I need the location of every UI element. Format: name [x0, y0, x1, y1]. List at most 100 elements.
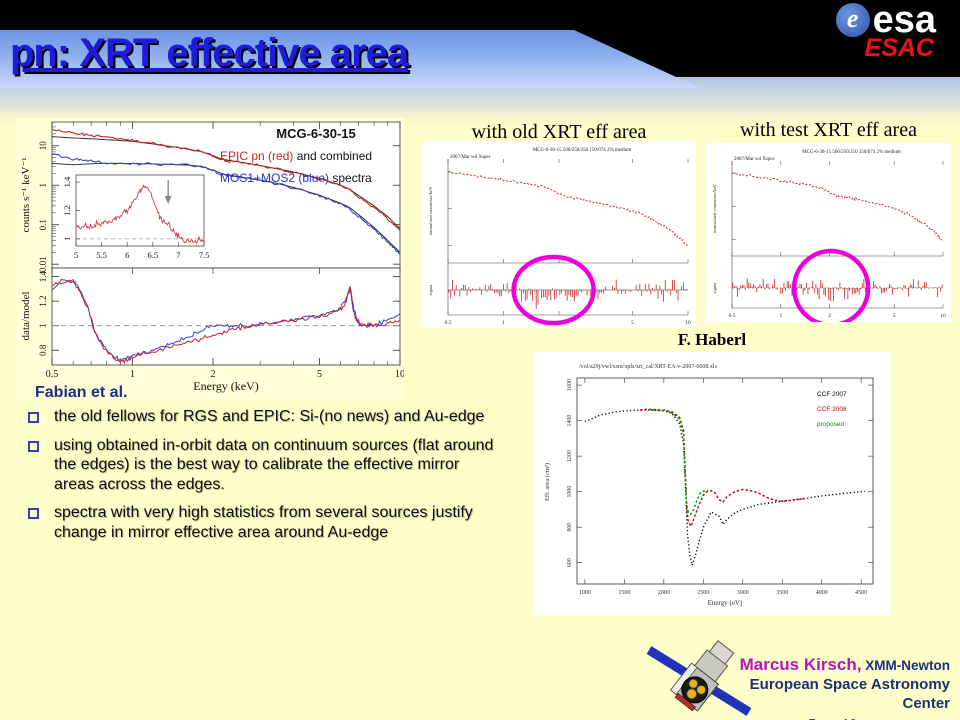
- svg-text:MCG-6-30-15 500/250/250 150/: MCG-6-30-15 500/250/250 150/074 2% mediu…: [533, 148, 632, 153]
- old-xrt-svg: MCG-6-30-15 500/250/250 150/074 2% mediu…: [428, 148, 691, 326]
- svg-text:normalized counts/sec/keV: normalized counts/sec/keV: [712, 183, 717, 233]
- svg-text:Eff. area (cm²): Eff. area (cm²): [544, 463, 551, 501]
- svg-text:MOS1+MOS2 (blue) spectra: MOS1+MOS2 (blue) spectra: [220, 171, 372, 185]
- svg-text:CCF 2008: CCF 2008: [817, 406, 847, 413]
- square-bullet-icon: [28, 440, 39, 452]
- svg-text:1: 1: [38, 323, 48, 328]
- haberl-svg: /vol/a29j/vwl/xsm/xpls/xrt_cal/XRT-EA-v-…: [544, 364, 874, 607]
- svg-text:MCG-6-30-15 500/250/250 150/: MCG-6-30-15 500/250/250 150/074 2% mediu…: [802, 150, 901, 155]
- svg-text:0.5: 0.5: [445, 320, 452, 326]
- square-bullet-icon: [28, 412, 39, 423]
- title-banner: pn: XRT effective area: [0, 30, 700, 88]
- list-item: spectra with very high statistics from s…: [28, 503, 494, 542]
- svg-text:0.5: 0.5: [729, 313, 736, 319]
- esa-logo: e esa ESAC: [835, 0, 936, 62]
- svg-text:4500: 4500: [855, 590, 867, 596]
- svg-text:Fabian et al.: Fabian et al.: [35, 384, 127, 400]
- svg-text:0.5: 0.5: [46, 369, 59, 380]
- svg-text:6: 6: [125, 250, 129, 260]
- svg-text:EPIC pn (red) and combined: EPIC pn (red) and combined: [220, 149, 372, 163]
- svg-text:counts s⁻¹ keV⁻¹: counts s⁻¹ keV⁻¹: [20, 157, 32, 232]
- bullet-text: using obtained in-orbit data on continuu…: [54, 436, 494, 493]
- svg-text:/vol/a29j/vwl/xsm/xpls/xrt_cal: /vol/a29j/vwl/xsm/xpls/xrt_cal/XRT-EA-v-…: [579, 364, 718, 370]
- svg-text:2: 2: [828, 313, 831, 319]
- svg-text:7: 7: [176, 250, 180, 260]
- bullet-text: spectra with very high statistics from s…: [54, 504, 473, 541]
- svg-text:2007/Mar wd Xspec: 2007/Mar wd Xspec: [734, 157, 776, 162]
- svg-text:1000: 1000: [579, 590, 591, 596]
- mission-name: XMM-Newton: [861, 658, 950, 673]
- list-item: the old fellows for RGS and EPIC: Si-(no…: [28, 407, 494, 427]
- svg-text:1.4: 1.4: [62, 176, 72, 187]
- svg-text:2007/Mar wd Xspec: 2007/Mar wd Xspec: [450, 155, 492, 160]
- svg-text:Energy (eV): Energy (eV): [708, 599, 743, 607]
- svg-text:6.5: 6.5: [147, 250, 158, 260]
- svg-text:10: 10: [940, 313, 946, 319]
- svg-text:5.5: 5.5: [96, 250, 107, 260]
- bullet-list: the old fellows for RGS and EPIC: Si-(no…: [28, 407, 494, 551]
- old-xrt-chart-title: with old XRT eff area: [471, 121, 647, 143]
- esa-globe-icon: e: [835, 3, 870, 37]
- svg-text:5: 5: [631, 320, 634, 326]
- svg-text:1: 1: [38, 183, 48, 188]
- svg-text:1: 1: [130, 369, 135, 380]
- svg-text:proposed: proposed: [817, 421, 844, 428]
- xmm-satellite-icon: [646, 640, 752, 716]
- esac-label: ESAC: [864, 34, 934, 62]
- svg-text:0.8: 0.8: [38, 344, 48, 356]
- list-item: using obtained in-orbit data on continuu…: [28, 436, 494, 495]
- fabian-spectrum-figure: 0.5 1 2 5 10 0.01 0.1 1 10 0.8 1 1.2 1.4 5 5.5 6 6.5 7 7.5…: [16, 118, 404, 400]
- svg-text:1200: 1200: [567, 450, 573, 462]
- svg-text:normalized counts/sec/keV: normalized counts/sec/keV: [428, 186, 433, 236]
- svg-text:1: 1: [502, 320, 505, 326]
- svg-text:0.01: 0.01: [38, 256, 48, 272]
- svg-text:600: 600: [567, 558, 573, 567]
- svg-text:5: 5: [74, 250, 78, 260]
- square-bullet-icon: [28, 508, 39, 519]
- test-xrt-svg: MCG-6-30-15 500/250/250 150/074 2% mediu…: [712, 150, 946, 322]
- svg-text:CCF 2007: CCF 2007: [817, 391, 847, 398]
- footer-line-1: Marcus Kirsch, XMM-Newton: [715, 655, 950, 675]
- svg-text:1: 1: [62, 237, 72, 241]
- svg-text:5: 5: [893, 313, 896, 319]
- svg-text:1.4: 1.4: [38, 270, 48, 282]
- svg-text:2000: 2000: [658, 590, 670, 596]
- svg-text:4000: 4000: [816, 590, 828, 596]
- svg-text:3000: 3000: [737, 590, 749, 596]
- old-xrt-figure: MCG-6-30-15 500/250/250 150/074 2% mediu…: [422, 141, 696, 328]
- organization-name: European Space Astronomy Center: [749, 676, 950, 712]
- svg-text:1.2: 1.2: [62, 205, 72, 216]
- svg-text:7.5: 7.5: [199, 250, 210, 260]
- svg-text:MCG-6-30-15: MCG-6-30-15: [276, 126, 355, 141]
- footer-credits: Marcus Kirsch, XMM-Newton European Space…: [715, 655, 950, 720]
- page-number: Page 10: [715, 714, 950, 720]
- svg-text:1400: 1400: [567, 415, 573, 427]
- svg-text:2: 2: [211, 369, 216, 380]
- test-xrt-figure: MCG-6-30-15 500/250/250 150/074 2% mediu…: [706, 143, 951, 322]
- fabian-svg: 0.5 1 2 5 10 0.01 0.1 1 10 0.8 1 1.2 1.4 5 5.5 6 6.5 7 7.5…: [20, 121, 404, 400]
- svg-text:1.2: 1.2: [38, 296, 48, 307]
- svg-text:0.1: 0.1: [38, 219, 48, 230]
- svg-text:sigma: sigma: [712, 283, 717, 294]
- svg-text:10: 10: [685, 320, 691, 326]
- svg-text:1600: 1600: [567, 379, 573, 391]
- svg-text:10: 10: [38, 141, 48, 151]
- svg-text:Energy (keV): Energy (keV): [193, 379, 258, 393]
- svg-text:10: 10: [395, 369, 404, 380]
- bullet-text: the old fellows for RGS and EPIC: Si-(no…: [54, 408, 485, 425]
- svg-text:800: 800: [567, 523, 573, 532]
- svg-text:1000: 1000: [567, 486, 573, 498]
- test-xrt-chart-title: with test XRT eff area: [740, 119, 917, 141]
- svg-text:sigma: sigma: [428, 285, 433, 296]
- svg-text:5: 5: [317, 369, 322, 380]
- svg-text:data/model: data/model: [20, 292, 32, 341]
- haberl-effarea-figure: /vol/a29j/vwl/xsm/xpls/xrt_cal/XRT-EA-v-…: [533, 352, 891, 615]
- esa-wordmark: esa: [872, 0, 936, 41]
- author-name: Marcus Kirsch,: [739, 655, 862, 674]
- svg-text:3500: 3500: [776, 590, 788, 596]
- page-title: pn: XRT effective area: [10, 31, 409, 75]
- haberl-credit-label: F. Haberl: [677, 330, 747, 349]
- svg-text:1500: 1500: [618, 590, 630, 596]
- svg-text:2500: 2500: [697, 590, 709, 596]
